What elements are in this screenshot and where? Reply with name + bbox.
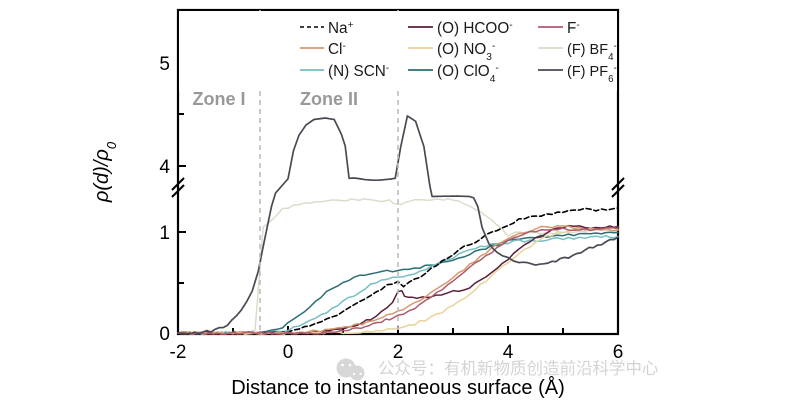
svg-text:-2: -2 (170, 342, 187, 363)
svg-text:(N) SCN-: (N) SCN- (328, 63, 389, 81)
svg-text:公众号：有机新物质创造前沿科学中心: 公众号：有机新物质创造前沿科学中心 (378, 359, 659, 378)
svg-text:0: 0 (283, 342, 294, 363)
svg-text:5: 5 (159, 54, 170, 75)
svg-text:Zone I: Zone I (193, 89, 246, 109)
svg-text:1: 1 (159, 223, 170, 244)
svg-text:Distance to instantaneous surf: Distance to instantaneous surface (Å) (231, 376, 565, 399)
svg-text:Zone II: Zone II (300, 89, 358, 109)
svg-text:ρ(d)/ρ0: ρ(d)/ρ0 (91, 141, 119, 203)
svg-text:0: 0 (159, 324, 170, 345)
svg-text:4: 4 (159, 157, 170, 178)
svg-text:(O) HCOO-: (O) HCOO- (437, 20, 513, 38)
